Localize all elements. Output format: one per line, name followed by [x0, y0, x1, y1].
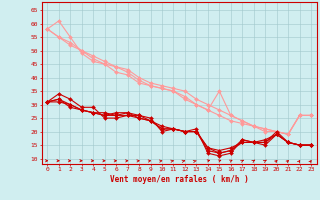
X-axis label: Vent moyen/en rafales ( km/h ): Vent moyen/en rafales ( km/h ) [110, 175, 249, 184]
